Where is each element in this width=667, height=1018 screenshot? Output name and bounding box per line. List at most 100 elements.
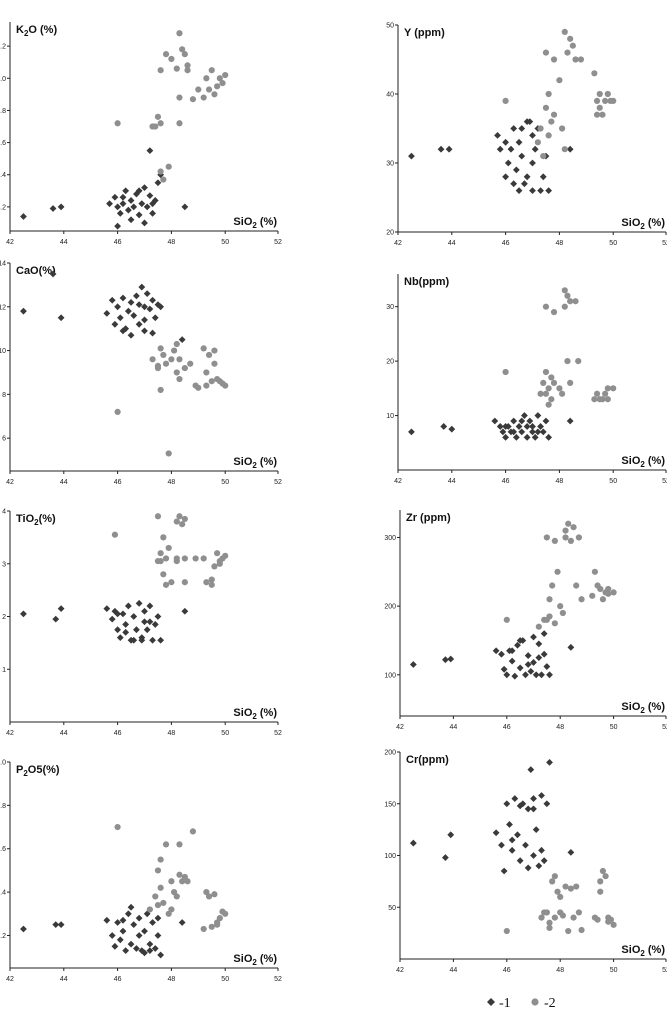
data-point-diamond xyxy=(135,932,143,939)
data-point-diamond xyxy=(500,665,508,673)
data-point-diamond xyxy=(135,301,143,308)
data-point-circle xyxy=(593,111,601,118)
data-point-circle xyxy=(570,524,577,531)
x-tick-label: 44 xyxy=(60,730,68,737)
y-tick-label: 6 xyxy=(2,436,6,443)
data-point-diamond xyxy=(538,671,545,679)
chart-panel-3: 42 44 46 48 50 52 6 8 10 12 14 CaO(%) SiO2 (%) xyxy=(0,261,282,487)
y-axis-label: Cr(ppm) xyxy=(406,754,449,766)
x-axis-label-subscript: 2 xyxy=(640,222,645,231)
data-point-diamond xyxy=(566,145,574,153)
x-axis-label-rest: (%) xyxy=(645,217,666,229)
x-axis-label-main: SiO xyxy=(233,216,252,228)
data-point-diamond xyxy=(122,325,130,333)
series-2 xyxy=(503,867,617,935)
data-point-circle xyxy=(534,139,541,146)
data-point-circle xyxy=(184,67,191,74)
data-point-circle xyxy=(181,555,188,562)
data-point-circle xyxy=(162,360,170,367)
y-tick-label: 0.4 xyxy=(0,172,6,179)
data-point-circle xyxy=(176,120,183,127)
data-point-diamond xyxy=(119,193,127,201)
data-point-circle xyxy=(157,168,164,175)
x-tick-label: 46 xyxy=(114,239,122,246)
data-point-diamond xyxy=(496,145,504,153)
data-point-circle xyxy=(557,603,564,610)
data-point-circle xyxy=(168,579,175,586)
data-point-diamond xyxy=(524,661,532,668)
x-axis-label-main: SiO xyxy=(233,456,252,468)
data-point-circle xyxy=(610,589,617,596)
series-1 xyxy=(20,903,186,959)
data-point-circle xyxy=(551,537,558,545)
data-point-circle xyxy=(222,552,229,559)
data-point-circle xyxy=(168,878,175,885)
data-point-circle xyxy=(211,360,218,367)
y-axis-label: P2O5(%) xyxy=(16,764,60,778)
y-tick-label: 0.6 xyxy=(0,140,6,147)
data-point-diamond xyxy=(511,795,519,802)
series-2 xyxy=(502,28,617,160)
data-point-circle xyxy=(154,513,162,520)
y-tick-label: 1 xyxy=(2,667,6,674)
data-point-diamond xyxy=(149,329,156,337)
x-axis-label-rest: (%) xyxy=(257,456,278,468)
data-point-diamond xyxy=(119,610,127,618)
series-2 xyxy=(114,823,229,933)
data-point-circle xyxy=(179,521,186,528)
data-point-circle xyxy=(570,914,577,921)
data-point-circle xyxy=(575,534,582,541)
data-point-circle xyxy=(502,368,509,376)
data-point-diamond xyxy=(127,299,135,306)
data-point-circle xyxy=(554,888,561,895)
chart-panel-6: 42 44 46 48 50 52 100 200 300 Zr (ppm) SiO2 (%) xyxy=(384,510,667,731)
data-point-diamond xyxy=(494,132,501,139)
data-point-diamond xyxy=(546,758,553,766)
x-tick-label: 44 xyxy=(60,479,68,486)
data-point-diamond xyxy=(143,203,151,211)
data-point-circle xyxy=(157,550,164,557)
y-axis-label: CaO(%) xyxy=(16,265,56,277)
data-point-circle xyxy=(538,914,545,921)
x-axis-label: SiO2 (%) xyxy=(233,953,277,967)
data-point-diamond xyxy=(149,296,156,304)
data-point-circle xyxy=(610,385,617,392)
data-point-circle xyxy=(537,125,544,132)
data-point-circle xyxy=(154,113,162,120)
data-point-diamond xyxy=(154,613,162,620)
data-point-circle xyxy=(572,298,579,305)
data-point-diamond xyxy=(530,659,537,666)
data-point-circle xyxy=(176,513,183,520)
data-point-diamond xyxy=(521,412,528,419)
x-axis-label-subscript: 2 xyxy=(252,958,257,967)
data-point-diamond xyxy=(508,657,516,665)
x-axis-label: SiO2 (%) xyxy=(621,217,665,231)
data-point-diamond xyxy=(516,664,524,672)
data-point-circle xyxy=(165,544,172,552)
data-point-circle xyxy=(599,396,606,403)
data-point-diamond xyxy=(138,634,146,642)
data-point-diamond xyxy=(515,423,523,430)
data-point-diamond xyxy=(130,636,138,644)
data-point-diamond xyxy=(545,433,553,441)
data-point-circle xyxy=(541,909,548,916)
data-point-diamond xyxy=(508,836,516,844)
data-point-circle xyxy=(605,918,612,925)
data-point-circle xyxy=(549,582,556,589)
data-point-diamond xyxy=(500,867,508,875)
y-axis-label-main: Nb(ppm) xyxy=(404,276,450,288)
data-point-diamond xyxy=(146,147,154,155)
data-point-diamond xyxy=(498,650,505,658)
data-point-circle xyxy=(610,921,617,928)
data-point-circle xyxy=(558,390,566,397)
data-point-diamond xyxy=(409,839,417,847)
data-point-circle xyxy=(192,555,199,562)
data-point-circle xyxy=(575,358,582,365)
x-tick-label: 48 xyxy=(168,976,176,983)
data-point-circle xyxy=(203,382,210,389)
data-point-diamond xyxy=(119,327,127,335)
data-point-diamond xyxy=(529,187,536,194)
